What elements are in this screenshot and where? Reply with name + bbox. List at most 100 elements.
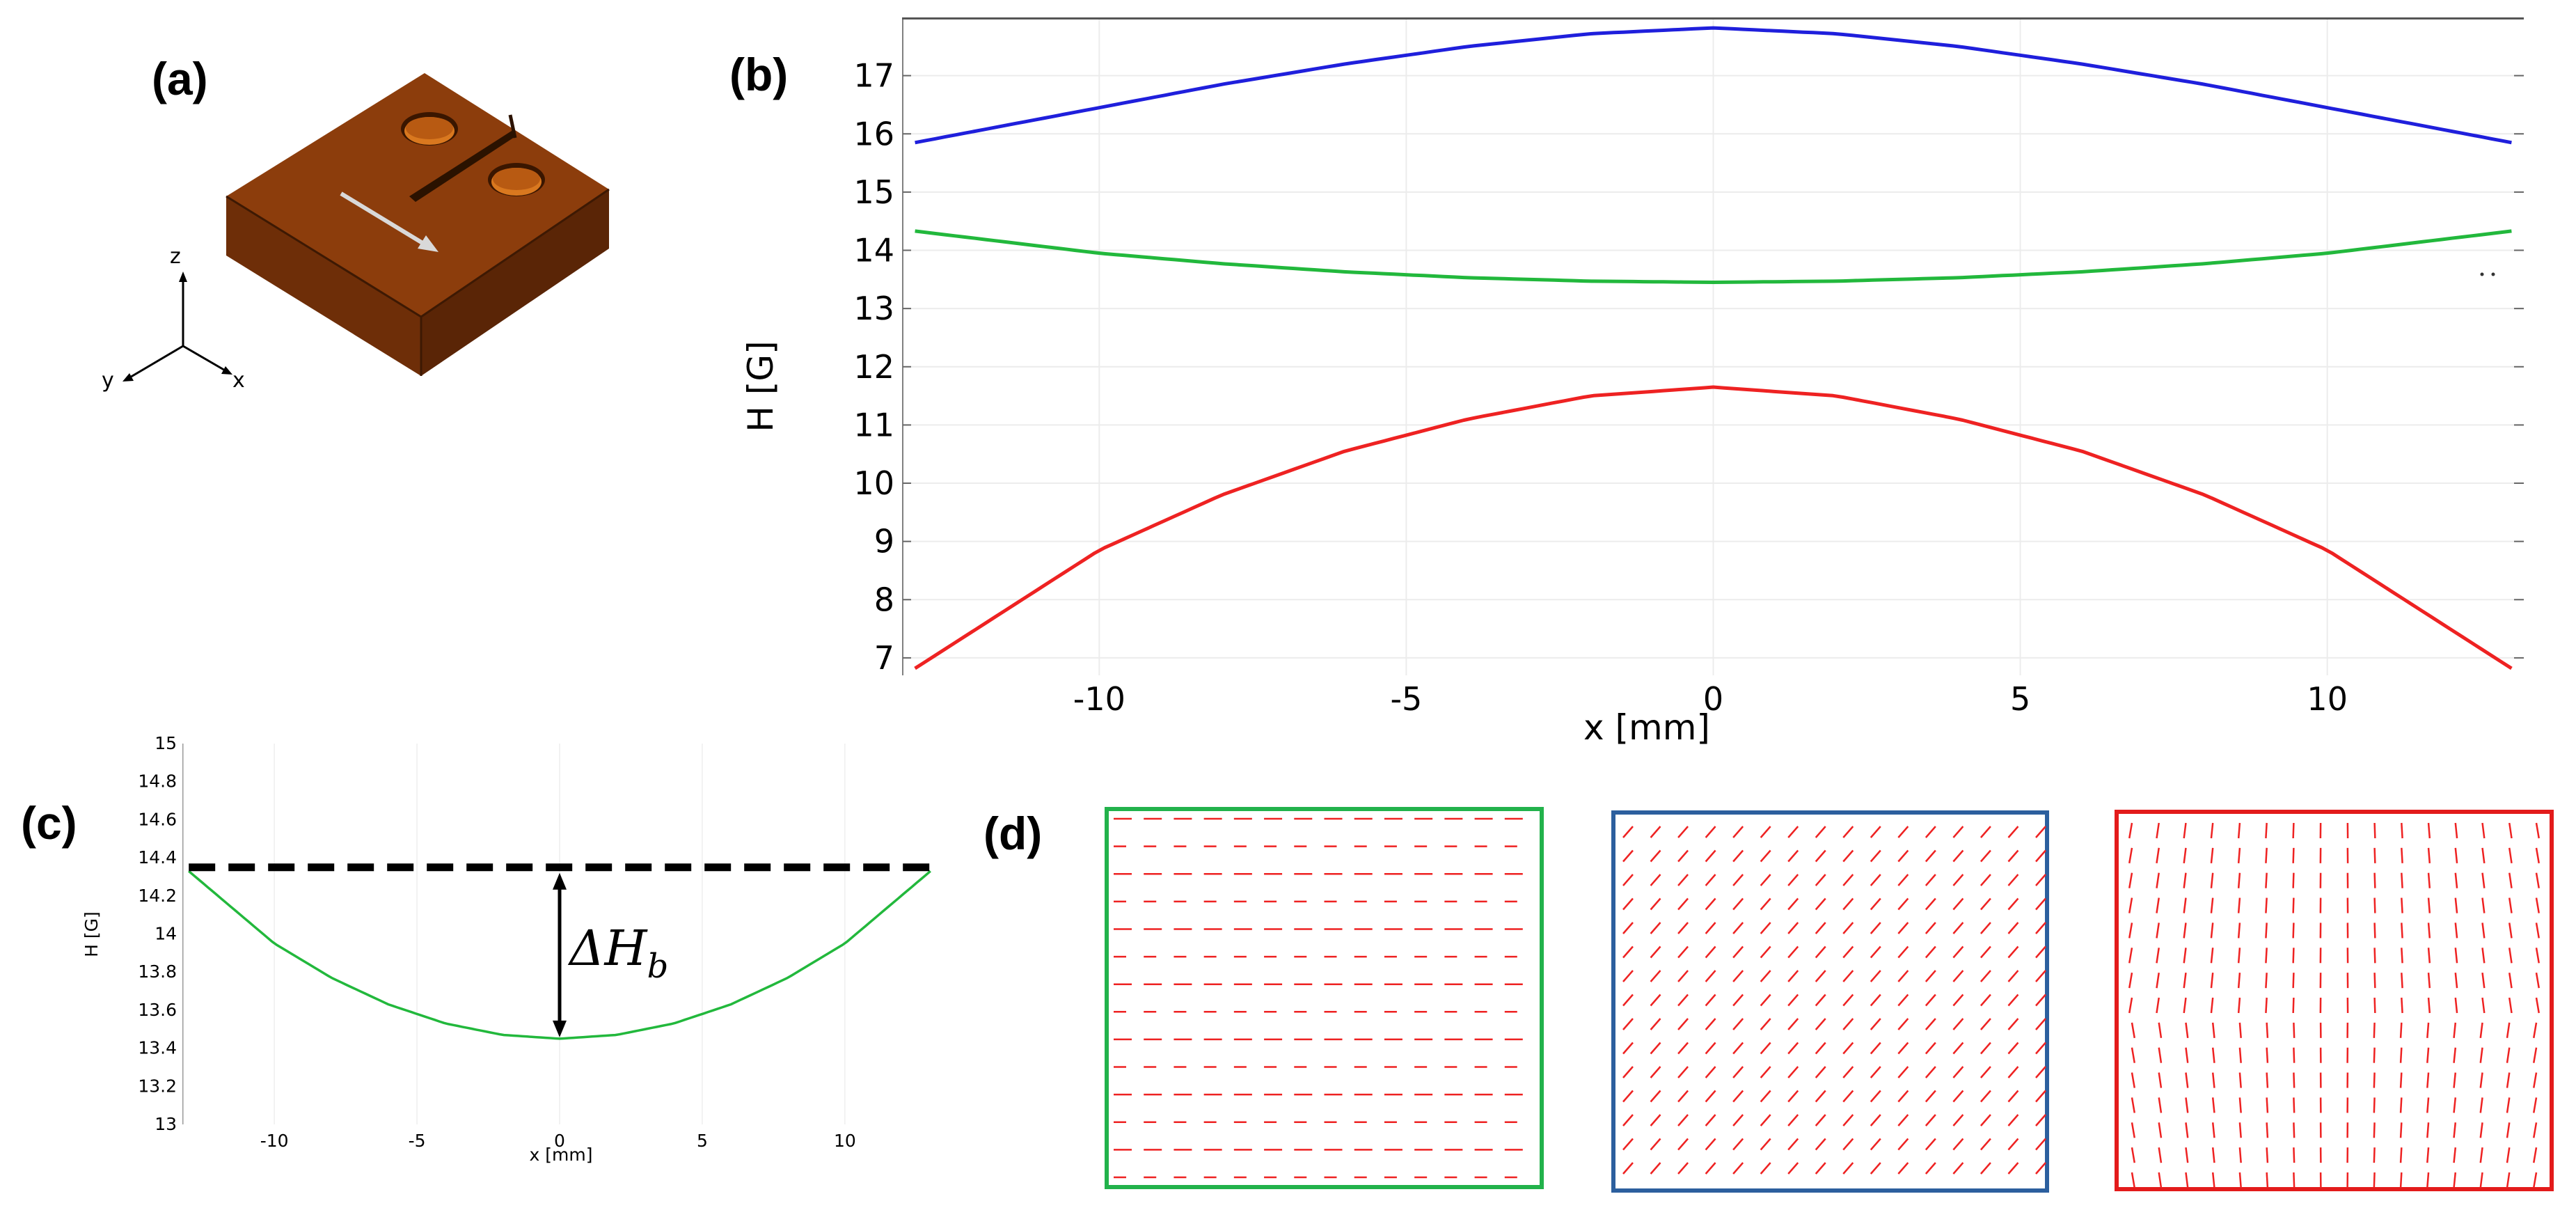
vector-arrow bbox=[1925, 1090, 1936, 1103]
vector-arrow bbox=[2454, 872, 2458, 888]
vector-arrow bbox=[2454, 997, 2458, 1014]
chart-b-frame-top bbox=[902, 17, 2524, 19]
vector-arrow bbox=[1705, 1114, 1716, 1126]
copper-block-illustration bbox=[226, 73, 610, 376]
vector-arrow bbox=[1952, 897, 1964, 911]
vector-arrow bbox=[2128, 922, 2133, 939]
vector-arrow bbox=[2007, 945, 2019, 959]
vector-arrow bbox=[2035, 1018, 2046, 1030]
vector-arrow bbox=[2373, 1172, 2376, 1188]
x-axis-label: x bbox=[232, 368, 245, 393]
vector-arrow bbox=[1732, 945, 1744, 959]
vector-arrow bbox=[2158, 1172, 2163, 1188]
chart-b-y-ticks: 7 8 9 10 11 12 13 14 15 16 17 bbox=[853, 57, 911, 677]
chart-b-x-tick-label: 5 bbox=[2010, 680, 2030, 718]
vector-field-diagonal bbox=[1611, 810, 2049, 1193]
delta-h-annotation bbox=[189, 863, 931, 1037]
vector-arrow bbox=[2035, 922, 2046, 934]
vector-arrow bbox=[1760, 922, 1771, 934]
vector-arrow bbox=[1842, 1114, 1854, 1126]
vector-arrow bbox=[1925, 994, 1936, 1007]
vector-arrow bbox=[2131, 1047, 2135, 1063]
vector-arrow bbox=[1622, 826, 1634, 838]
vector-arrow bbox=[2454, 897, 2458, 913]
vector-arrow bbox=[2453, 1022, 2457, 1038]
vector-arrow bbox=[1842, 826, 1854, 838]
current-arrow-head bbox=[418, 235, 438, 252]
vector-arrow bbox=[2007, 1114, 2019, 1126]
vector-arrow bbox=[2506, 1122, 2511, 1138]
vector-arrow bbox=[1650, 970, 1661, 982]
vector-arrow bbox=[2266, 1047, 2269, 1063]
vector-arrow bbox=[1787, 874, 1799, 886]
vector-arrow bbox=[2158, 1122, 2163, 1138]
vector-arrow bbox=[2183, 847, 2187, 864]
vector-arrow bbox=[1870, 1042, 1881, 1055]
vector-arrow bbox=[2035, 970, 2046, 982]
vector-arrow bbox=[2007, 897, 2019, 911]
vector-arrow bbox=[1870, 970, 1881, 982]
vector-arrow bbox=[2508, 922, 2513, 939]
vector-arrow bbox=[2293, 1122, 2296, 1138]
vector-arrow bbox=[1870, 1114, 1881, 1126]
vector-arrow bbox=[1897, 849, 1909, 863]
vector-arrow bbox=[2373, 897, 2376, 913]
vector-arrow bbox=[2293, 1072, 2296, 1088]
vector-arrow bbox=[1650, 826, 1661, 838]
vector-arrow bbox=[1732, 1018, 1744, 1030]
vector-arrow bbox=[2427, 922, 2431, 939]
vector-arrow bbox=[2373, 1022, 2376, 1038]
vector-arrow bbox=[1760, 1090, 1771, 1103]
vector-arrow bbox=[2266, 1122, 2269, 1138]
chart-c-y-tick-label: 14.4 bbox=[138, 847, 177, 867]
vector-arrow bbox=[2506, 1147, 2511, 1163]
vector-field-horizontal bbox=[1105, 807, 1544, 1189]
vector-arrow bbox=[1980, 1090, 1991, 1103]
vector-arrow bbox=[1842, 922, 1854, 934]
vector-arrow bbox=[1650, 849, 1661, 863]
vector-arrow bbox=[2373, 822, 2376, 839]
hole-lower bbox=[488, 163, 545, 196]
vector-arrow bbox=[2401, 948, 2403, 964]
vector-arrow bbox=[1897, 1066, 1909, 1078]
chart-c-x-tick-label: 0 bbox=[554, 1131, 565, 1151]
chart-b-y-tick-label: 11 bbox=[853, 406, 894, 443]
vector-arrow bbox=[1732, 994, 1744, 1007]
vector-arrow bbox=[2185, 1172, 2189, 1188]
vector-arrow bbox=[2506, 1097, 2511, 1113]
delta-h-arrow-head-down bbox=[553, 1020, 567, 1037]
vector-arrow bbox=[2293, 1047, 2296, 1063]
axes-triad: z y x bbox=[102, 244, 245, 393]
vector-arrow bbox=[2533, 1097, 2538, 1113]
vector-arrow bbox=[1815, 970, 1826, 982]
vector-arrow bbox=[2185, 1072, 2189, 1088]
vector-arrow bbox=[2237, 997, 2241, 1014]
vector-arrow bbox=[2373, 1047, 2376, 1063]
vector-arrow bbox=[1705, 1162, 1716, 1175]
vector-arrow bbox=[1897, 1114, 1909, 1126]
chart-b-x-tick-label: 10 bbox=[2307, 680, 2348, 718]
vector-arrow bbox=[2156, 948, 2160, 964]
vector-arrow bbox=[1842, 1042, 1854, 1055]
vector-arrow bbox=[1622, 970, 1634, 982]
vector-arrow bbox=[2128, 847, 2133, 864]
vector-arrow bbox=[2035, 1114, 2046, 1126]
vector-arrow bbox=[1842, 849, 1854, 863]
vector-arrow bbox=[2401, 997, 2403, 1014]
vector-arrow bbox=[1952, 970, 1964, 982]
vector-arrow bbox=[2426, 1047, 2430, 1063]
vector-arrow bbox=[2007, 849, 2019, 863]
vector-arrow bbox=[2535, 948, 2540, 964]
vector-arrow bbox=[1980, 849, 1991, 863]
vector-arrow bbox=[1925, 1162, 1936, 1175]
vector-arrow bbox=[2183, 872, 2187, 888]
vector-arrow bbox=[1980, 1042, 1991, 1055]
vector-arrow bbox=[2007, 994, 2019, 1007]
current-arrow-shaft bbox=[340, 191, 427, 247]
vector-arrow bbox=[2035, 897, 2046, 911]
vector-arrow bbox=[2508, 822, 2513, 839]
vector-arrow bbox=[1980, 874, 1991, 886]
vector-arrow bbox=[2185, 1122, 2189, 1138]
vector-arrow bbox=[2035, 1162, 2046, 1175]
